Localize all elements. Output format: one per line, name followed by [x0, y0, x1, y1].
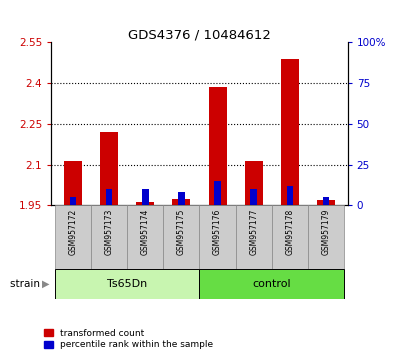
Bar	[55, 205, 91, 269]
Bar	[250, 189, 257, 205]
Bar	[245, 160, 263, 205]
Bar	[172, 199, 190, 205]
Text: GSM957178: GSM957178	[285, 209, 294, 255]
Text: strain: strain	[10, 279, 43, 289]
Text: GSM957175: GSM957175	[177, 209, 186, 255]
Bar	[308, 205, 344, 269]
Legend: transformed count, percentile rank within the sample: transformed count, percentile rank withi…	[44, 329, 213, 349]
Bar	[235, 205, 272, 269]
Text: GSM957174: GSM957174	[141, 209, 150, 255]
Text: GSM957176: GSM957176	[213, 209, 222, 255]
Bar	[323, 197, 329, 205]
Bar	[70, 197, 76, 205]
Text: GSM957172: GSM957172	[68, 209, 77, 255]
Bar	[272, 205, 308, 269]
Bar	[164, 205, 199, 269]
Title: GDS4376 / 10484612: GDS4376 / 10484612	[128, 28, 271, 41]
Bar	[91, 205, 127, 269]
Bar	[55, 269, 199, 299]
Text: GSM957173: GSM957173	[105, 209, 114, 255]
Text: GSM957179: GSM957179	[322, 209, 331, 255]
Text: control: control	[252, 279, 291, 289]
Bar	[127, 205, 164, 269]
Bar	[142, 189, 149, 205]
Bar	[100, 132, 118, 205]
Bar	[214, 181, 221, 205]
Text: Ts65Dn: Ts65Dn	[107, 279, 147, 289]
Bar	[199, 269, 344, 299]
Bar	[106, 189, 113, 205]
Text: GSM957177: GSM957177	[249, 209, 258, 255]
Bar	[199, 205, 235, 269]
Bar	[286, 186, 293, 205]
Bar	[178, 192, 185, 205]
Bar	[281, 59, 299, 205]
Text: ▶: ▶	[42, 279, 49, 289]
Bar	[64, 160, 82, 205]
Bar	[209, 87, 227, 205]
Bar	[136, 202, 154, 205]
Bar	[317, 200, 335, 205]
